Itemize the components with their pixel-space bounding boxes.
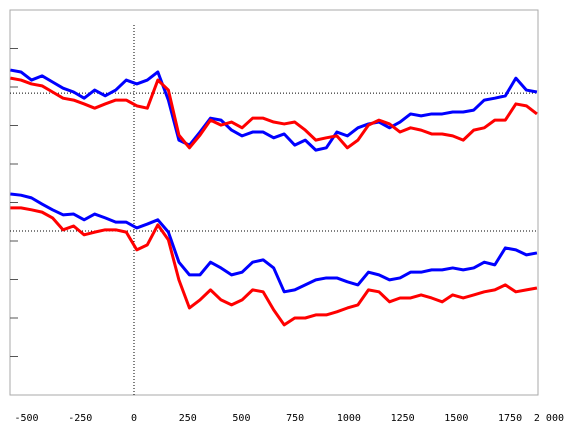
- x-tick-label: 1500: [444, 413, 468, 424]
- x-tick-label: 2 000: [534, 413, 564, 424]
- line-series: [10, 76, 538, 150]
- line-series: [10, 192, 538, 294]
- line-series: [10, 206, 538, 327]
- x-tick-label: 250: [179, 413, 197, 424]
- x-tick-label: 1750: [498, 413, 522, 424]
- x-tick-label: 1250: [391, 413, 415, 424]
- x-tick-label: 500: [232, 413, 250, 424]
- plot-frame: [9, 9, 539, 396]
- line-series: [10, 68, 538, 152]
- x-tick-label: -500: [15, 413, 39, 424]
- x-tick-label: 750: [286, 413, 304, 424]
- x-tick-label: 1000: [337, 413, 361, 424]
- x-tick-label: 0: [131, 413, 137, 424]
- x-tick-label: -250: [68, 413, 92, 424]
